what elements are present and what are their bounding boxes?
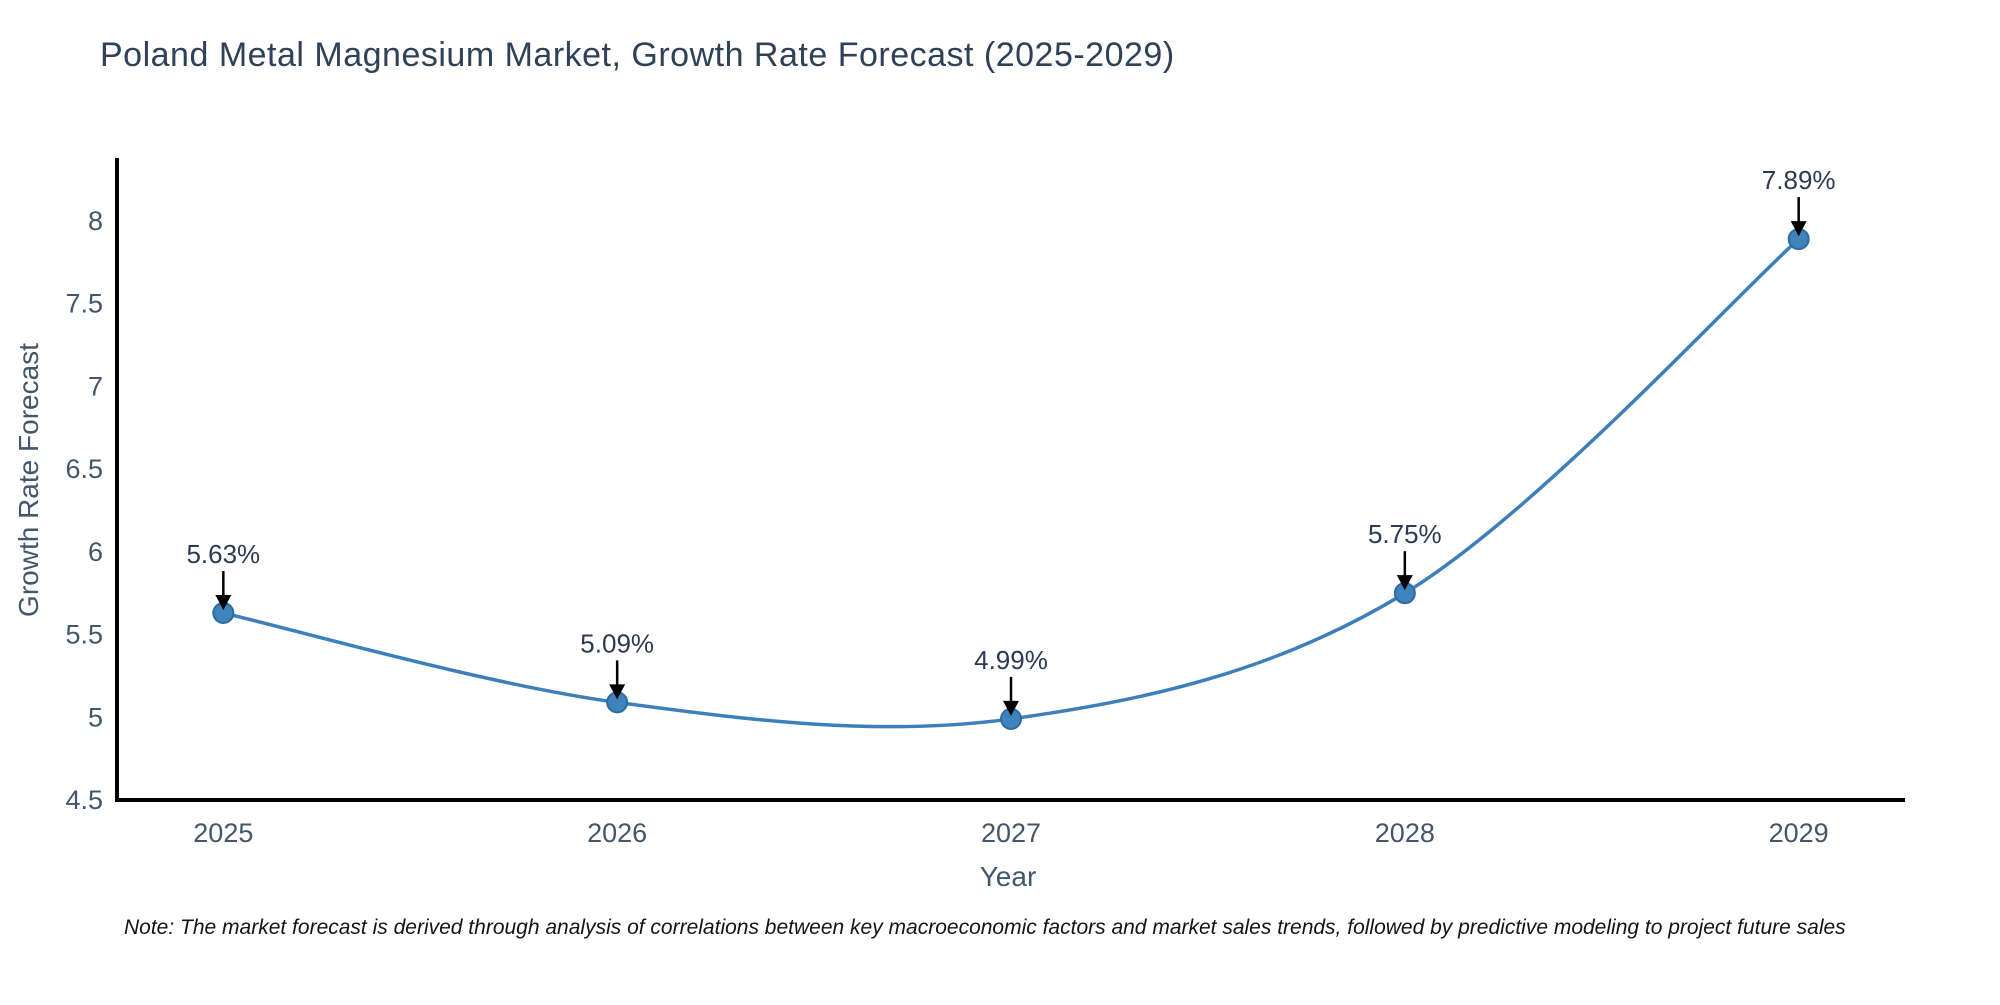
x-tick-label: 2026: [587, 818, 647, 848]
annotation-arrowhead-icon: [609, 684, 626, 700]
annotation-2025: 5.63%: [186, 539, 260, 611]
annotation-2029: 7.89%: [1762, 165, 1836, 237]
point-value-label: 7.89%: [1762, 165, 1836, 195]
x-axis-tick-labels: 2025 2026 2027 2028 2029: [193, 818, 1828, 848]
x-axis-title: Year: [980, 861, 1037, 892]
annotation-2026: 5.09%: [580, 628, 654, 700]
point-value-label: 5.75%: [1368, 519, 1442, 549]
y-tick-label: 6: [88, 537, 103, 567]
data-point-markers: [212, 228, 1810, 730]
y-tick-label: 6.5: [65, 454, 103, 484]
y-axis-tick-labels: 4.5 5 5.5 6 6.5 7 7.5 8: [65, 206, 103, 815]
y-tick-label: 5.5: [65, 620, 103, 650]
annotation-2027: 4.99%: [974, 645, 1048, 716]
y-tick-label: 7.5: [65, 289, 103, 319]
point-annotations: 5.63% 5.09% 4.99% 5.75% 7.89%: [186, 165, 1836, 716]
y-tick-label: 5: [88, 702, 103, 732]
footnote: Note: The market forecast is derived thr…: [124, 916, 1846, 939]
point-value-label: 5.09%: [580, 628, 654, 658]
annotation-arrowhead-icon: [1790, 221, 1807, 237]
point-value-label: 5.63%: [186, 539, 260, 569]
y-tick-label: 7: [88, 371, 103, 401]
annotation-arrowhead-icon: [1396, 575, 1413, 591]
y-tick-label: 4.5: [65, 785, 103, 815]
x-tick-label: 2028: [1375, 818, 1435, 848]
series-line: [221, 237, 1801, 729]
x-tick-label: 2029: [1769, 818, 1829, 848]
annotation-arrowhead-icon: [215, 595, 232, 611]
x-tick-label: 2025: [193, 818, 253, 848]
x-tick-label: 2027: [981, 818, 1041, 848]
point-value-label: 4.99%: [974, 645, 1048, 675]
y-tick-label: 8: [88, 206, 103, 236]
annotation-arrowhead-icon: [1003, 700, 1019, 716]
axes: [115, 158, 1905, 802]
y-axis-title: Growth Rate Forecast: [13, 343, 44, 617]
chart-title: Poland Metal Magnesium Market, Growth Ra…: [100, 36, 1175, 74]
annotation-2028: 5.75%: [1368, 519, 1442, 591]
